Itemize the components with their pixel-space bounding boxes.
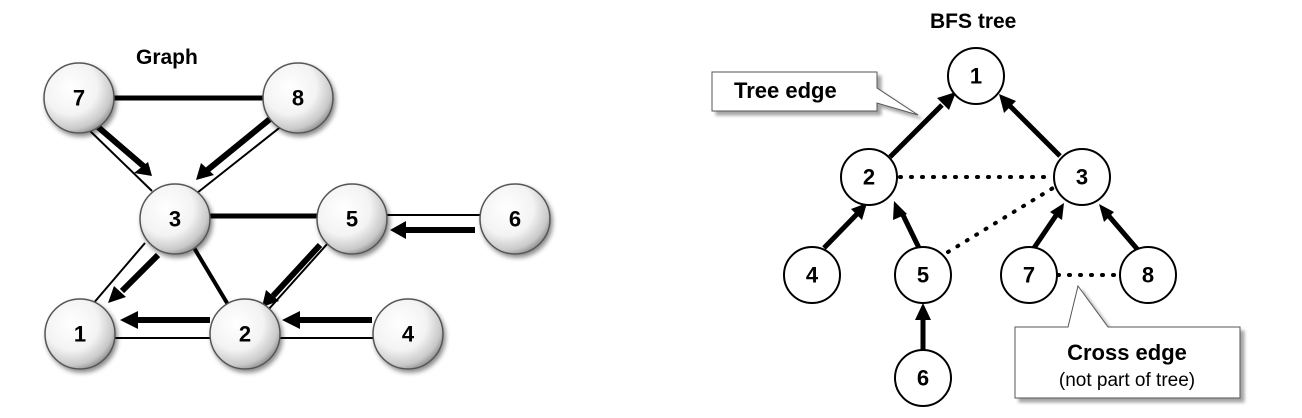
node-label: 2: [863, 165, 875, 190]
bfs-tree-title: BFS tree: [930, 10, 1016, 33]
node-label: 2: [239, 322, 251, 347]
arrowhead: [196, 163, 214, 180]
node-label: 3: [1076, 165, 1088, 190]
tree-node-4: 4: [783, 246, 841, 304]
graph-node-6: 6: [479, 183, 551, 255]
tree-edge-2-1: [888, 92, 956, 159]
tree-edge-5-2: [893, 201, 922, 250]
graph-edge-3-1: [91, 242, 161, 306]
arrowhead: [937, 92, 956, 110]
arrowhead: [120, 311, 138, 329]
node-label: 1: [74, 322, 86, 347]
tree-edges: [822, 92, 1140, 350]
node-label: 8: [292, 86, 304, 111]
graph-edge-2-1: [108, 311, 215, 339]
tree-edge-8-3: [1099, 204, 1140, 252]
node-label: 3: [169, 207, 181, 232]
graph-node-3: 3: [139, 183, 211, 255]
tree-node-7: 7: [1000, 246, 1058, 304]
arrowhead: [1099, 204, 1114, 222]
arrowhead: [282, 311, 300, 329]
graph-panel: Graph: [43, 46, 551, 370]
cross-edge-callout-note: (not part of tree): [1059, 370, 1195, 391]
graph-edge-6-5: [378, 214, 480, 239]
graph-node-8: 8: [262, 62, 334, 134]
tree-edge-3-1: [999, 94, 1062, 158]
node-label: 6: [917, 366, 929, 391]
tree-edge-6-5: [915, 303, 931, 350]
node-label: 7: [1023, 263, 1035, 288]
graph-edges: [80, 95, 480, 339]
node-label: 8: [1142, 263, 1154, 288]
graph-node-1: 1: [44, 298, 116, 370]
cross-edges: [898, 175, 1122, 277]
node-label: 5: [346, 207, 358, 232]
arrowhead: [390, 221, 406, 239]
tree-edge-callout-text: Tree edge: [734, 78, 837, 103]
arrowhead: [999, 94, 1016, 113]
tree-node-2: 2: [840, 148, 898, 206]
cross-edge-5-3: [946, 186, 1055, 254]
arrowhead: [1050, 203, 1064, 220]
tree-node-6: 6: [894, 349, 952, 407]
arrowhead: [915, 303, 931, 320]
tree-node-1: 1: [947, 47, 1005, 105]
graph-edge-8-3: [196, 116, 284, 194]
cross-edge-callout-title: Cross edge: [1067, 340, 1187, 365]
tree-edge-4-2: [822, 203, 867, 250]
node-label: 1: [970, 64, 982, 89]
graph-edge-7-3: [85, 124, 153, 192]
arrowhead: [134, 162, 152, 176]
graph-title: Graph: [136, 46, 198, 69]
bfs-tree-panel: BFS tree: [711, 10, 1241, 407]
node-label: 5: [917, 263, 929, 288]
arrowhead: [262, 290, 279, 307]
node-label: 4: [402, 322, 415, 347]
graph-edge-4-2: [280, 311, 378, 339]
node-label: 7: [73, 86, 85, 111]
tree-edge-7-3: [1031, 203, 1064, 250]
arrowhead: [108, 286, 126, 303]
tree-edge-callout: Tree edge: [711, 71, 919, 116]
cross-edge-callout: Cross edge (not part of tree): [1014, 284, 1241, 399]
arrowhead: [851, 203, 867, 220]
graph-node-7: 7: [43, 62, 115, 134]
arrowhead: [893, 201, 907, 220]
graph-node-2: 2: [209, 298, 281, 370]
graph-edge-5-2: [262, 232, 338, 311]
node-label: 4: [806, 263, 819, 288]
graph-node-4: 4: [372, 298, 444, 370]
graph-node-5: 5: [316, 183, 388, 255]
tree-node-3: 3: [1053, 148, 1111, 206]
node-label: 6: [509, 207, 521, 232]
tree-node-8: 8: [1119, 246, 1177, 304]
tree-node-5: 5: [894, 246, 952, 304]
